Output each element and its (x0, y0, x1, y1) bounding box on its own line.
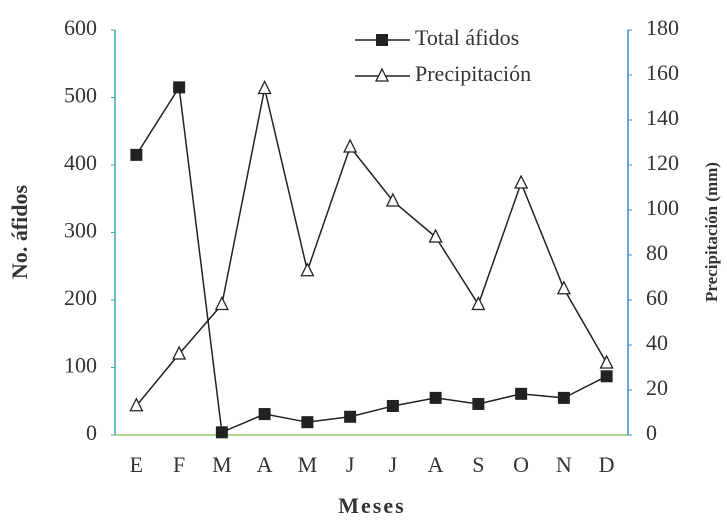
data-point (300, 262, 315, 277)
y2-tick-label: 140 (646, 105, 679, 130)
y-tick-label: 200 (64, 285, 97, 310)
y-tick-label: 400 (64, 150, 97, 175)
y2-tick-label: 80 (646, 240, 668, 265)
y2-tick-label: 120 (646, 150, 679, 175)
y2-tick-label: 20 (646, 375, 668, 400)
data-point (428, 228, 443, 243)
x-tick-label: A (428, 452, 444, 477)
data-point (556, 280, 571, 295)
series-line (135, 85, 607, 434)
y2-tick-label: 0 (646, 420, 657, 445)
x-tick-label: J (346, 452, 355, 477)
x-tick-label: J (389, 452, 398, 477)
legend-marker (376, 34, 388, 46)
y-axis-label: No. áfidos (7, 185, 32, 280)
data-point (214, 296, 229, 311)
data-point (130, 148, 143, 161)
data-point (343, 138, 358, 153)
y2-tick-label: 180 (646, 15, 679, 40)
data-point (557, 391, 570, 404)
y2-tick-label: 160 (646, 60, 679, 85)
y-tick-label: 500 (64, 83, 97, 108)
data-point (215, 426, 228, 439)
x-tick-label: N (556, 452, 572, 477)
legend-label: Precipitación (415, 61, 531, 86)
x-axis-label: Meses (338, 493, 405, 518)
x-tick-label: M (212, 452, 232, 477)
data-point (129, 397, 144, 412)
data-point (301, 416, 314, 429)
y2-tick-label: 40 (646, 330, 668, 355)
data-point (472, 397, 485, 410)
y2-axis-label: Precipitación (mm) (702, 162, 721, 302)
data-point (386, 399, 399, 412)
x-tick-label: D (599, 452, 615, 477)
x-tick-label: M (298, 452, 318, 477)
data-point (600, 370, 613, 383)
x-tick-label: F (173, 452, 185, 477)
series-line (135, 88, 608, 407)
y2-tick-label: 60 (646, 285, 668, 310)
x-tick-label: E (130, 452, 143, 477)
y-tick-label: 0 (86, 420, 97, 445)
data-point (599, 354, 614, 369)
data-point (172, 345, 187, 360)
y-tick-label: 100 (64, 353, 97, 378)
data-point (515, 387, 528, 400)
x-tick-label: A (257, 452, 273, 477)
data-point (385, 192, 400, 207)
data-point (429, 391, 442, 404)
data-point (514, 174, 529, 189)
data-point (173, 81, 186, 94)
data-point (257, 80, 272, 95)
y-tick-label: 600 (64, 15, 97, 40)
y2-tick-label: 100 (646, 195, 679, 220)
x-tick-label: O (513, 452, 529, 477)
y-tick-label: 300 (64, 218, 97, 243)
data-point (344, 410, 357, 423)
x-tick-label: S (472, 452, 484, 477)
legend-label: Total áfidos (415, 25, 519, 50)
data-point (471, 296, 486, 311)
legend-marker (374, 67, 390, 82)
data-point (258, 408, 271, 421)
